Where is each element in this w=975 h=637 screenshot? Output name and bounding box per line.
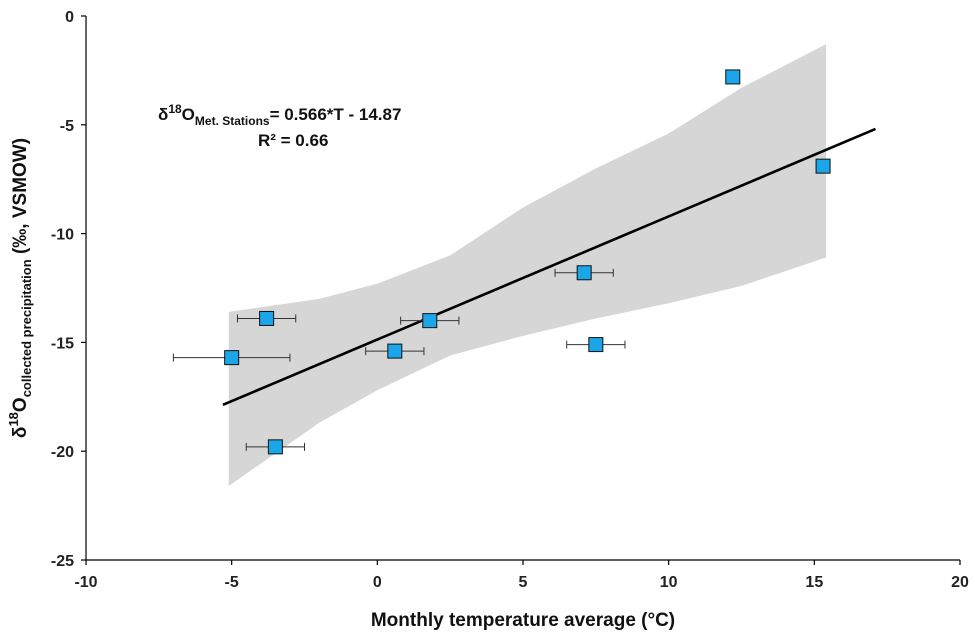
confidence-band-layer [228, 44, 826, 487]
confidence-band [228, 44, 826, 487]
regression-layer [222, 127, 877, 407]
ylabel-sup: 18 [6, 412, 21, 426]
ylabel-suffix: (‰, VSMOW) [10, 138, 31, 259]
x-tick-label: 15 [805, 574, 823, 591]
point-marker [422, 313, 438, 329]
ylabel-main: O [10, 397, 31, 412]
eq-main: O [182, 105, 195, 124]
r-squared-label: R² = 0.66 [258, 131, 328, 150]
data-point [236, 310, 297, 326]
point-marker [588, 337, 604, 353]
point-marker [725, 69, 741, 85]
eq-sup: 18 [168, 102, 182, 116]
y-axis-title: δ18Ocollected precipitation (‰, VSMOW) [6, 138, 34, 438]
data-point [554, 265, 614, 281]
ylabel-prefix: δ [10, 427, 31, 439]
x-tick-label: 10 [660, 574, 678, 591]
data-point [566, 337, 626, 353]
x-tick-label: -5 [225, 574, 239, 591]
data-point [245, 439, 305, 455]
x-tick-label: 0 [373, 574, 382, 591]
point-marker [224, 350, 240, 366]
regression-equation: δ18OMet. Stations= 0.566*T - 14.87 [158, 102, 401, 128]
y-tick-label: 0 [65, 9, 74, 26]
x-tick-label: 20 [951, 574, 969, 591]
point-marker [576, 265, 592, 281]
y-tick-label: -10 [51, 227, 74, 244]
data-point [725, 69, 741, 85]
points-layer [172, 69, 831, 455]
eq-rhs: = 0.566*T - 14.87 [270, 105, 402, 124]
y-tick-label: -25 [51, 553, 74, 570]
data-point [815, 158, 831, 174]
x-axis-title: Monthly temperature average (°C) [371, 610, 675, 631]
point-marker [387, 343, 403, 359]
point-marker [815, 158, 831, 174]
ylabel-sub: collected precipitation [19, 259, 34, 397]
y-tick-label: -20 [51, 444, 74, 461]
y-tick-label: -15 [51, 335, 74, 352]
eq-prefix: δ [158, 105, 168, 124]
x-tick-label: -10 [74, 574, 97, 591]
x-tick-label: 5 [519, 574, 528, 591]
data-point [172, 350, 291, 366]
eq-sub: Met. Stations [195, 114, 270, 128]
point-marker [267, 439, 283, 455]
data-point [400, 313, 460, 329]
axes: 0-5-10-15-20-25-10 -5 0 5 10 15 20 [51, 9, 969, 591]
point-marker [259, 310, 275, 326]
data-point [365, 343, 425, 359]
y-tick-label: -5 [60, 118, 74, 135]
regression-line [222, 127, 877, 407]
